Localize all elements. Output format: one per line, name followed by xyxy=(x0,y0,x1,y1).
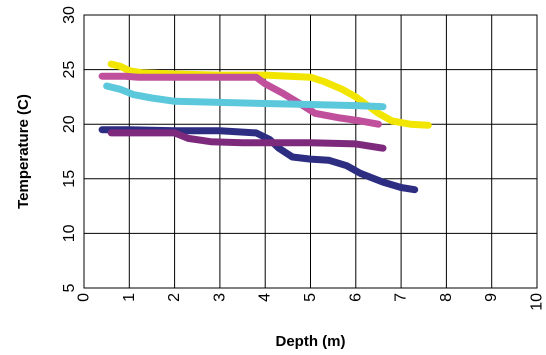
y-axis-ticks: 5 10 15 20 25 30 xyxy=(61,6,78,292)
series-lines xyxy=(98,60,432,194)
series-line-3 xyxy=(103,82,387,111)
x-tick-label: 1 xyxy=(121,293,138,302)
y-tick-label: 30 xyxy=(61,6,78,24)
series-line-2 xyxy=(98,72,382,128)
x-tick-label: 5 xyxy=(302,293,319,302)
grid xyxy=(83,14,538,289)
x-tick-label: 4 xyxy=(257,293,274,302)
series-line-5 xyxy=(107,129,387,152)
y-axis-label: Temperature (C) xyxy=(15,94,32,209)
plot-area xyxy=(83,14,538,289)
x-tick-label: 3 xyxy=(211,293,228,302)
x-tick-label: 0 xyxy=(76,293,93,302)
y-tick-label: 5 xyxy=(61,283,78,292)
x-tick-label: 7 xyxy=(393,293,410,302)
y-tick-label: 20 xyxy=(61,115,78,133)
x-axis-label: Depth (m) xyxy=(276,333,346,350)
y-tick-label: 10 xyxy=(61,224,78,242)
series-line-1 xyxy=(107,60,432,129)
x-tick-label: 9 xyxy=(483,293,500,302)
x-tick-label: 10 xyxy=(529,293,546,311)
y-tick-label: 25 xyxy=(61,61,78,79)
x-tick-label: 6 xyxy=(347,293,364,302)
y-tick-label: 15 xyxy=(61,170,78,188)
x-tick-label: 2 xyxy=(166,293,183,302)
series-line-4 xyxy=(98,126,419,194)
x-axis-ticks: 0 1 2 3 4 5 6 7 8 9 10 xyxy=(76,293,546,311)
x-tick-label: 8 xyxy=(438,293,455,302)
